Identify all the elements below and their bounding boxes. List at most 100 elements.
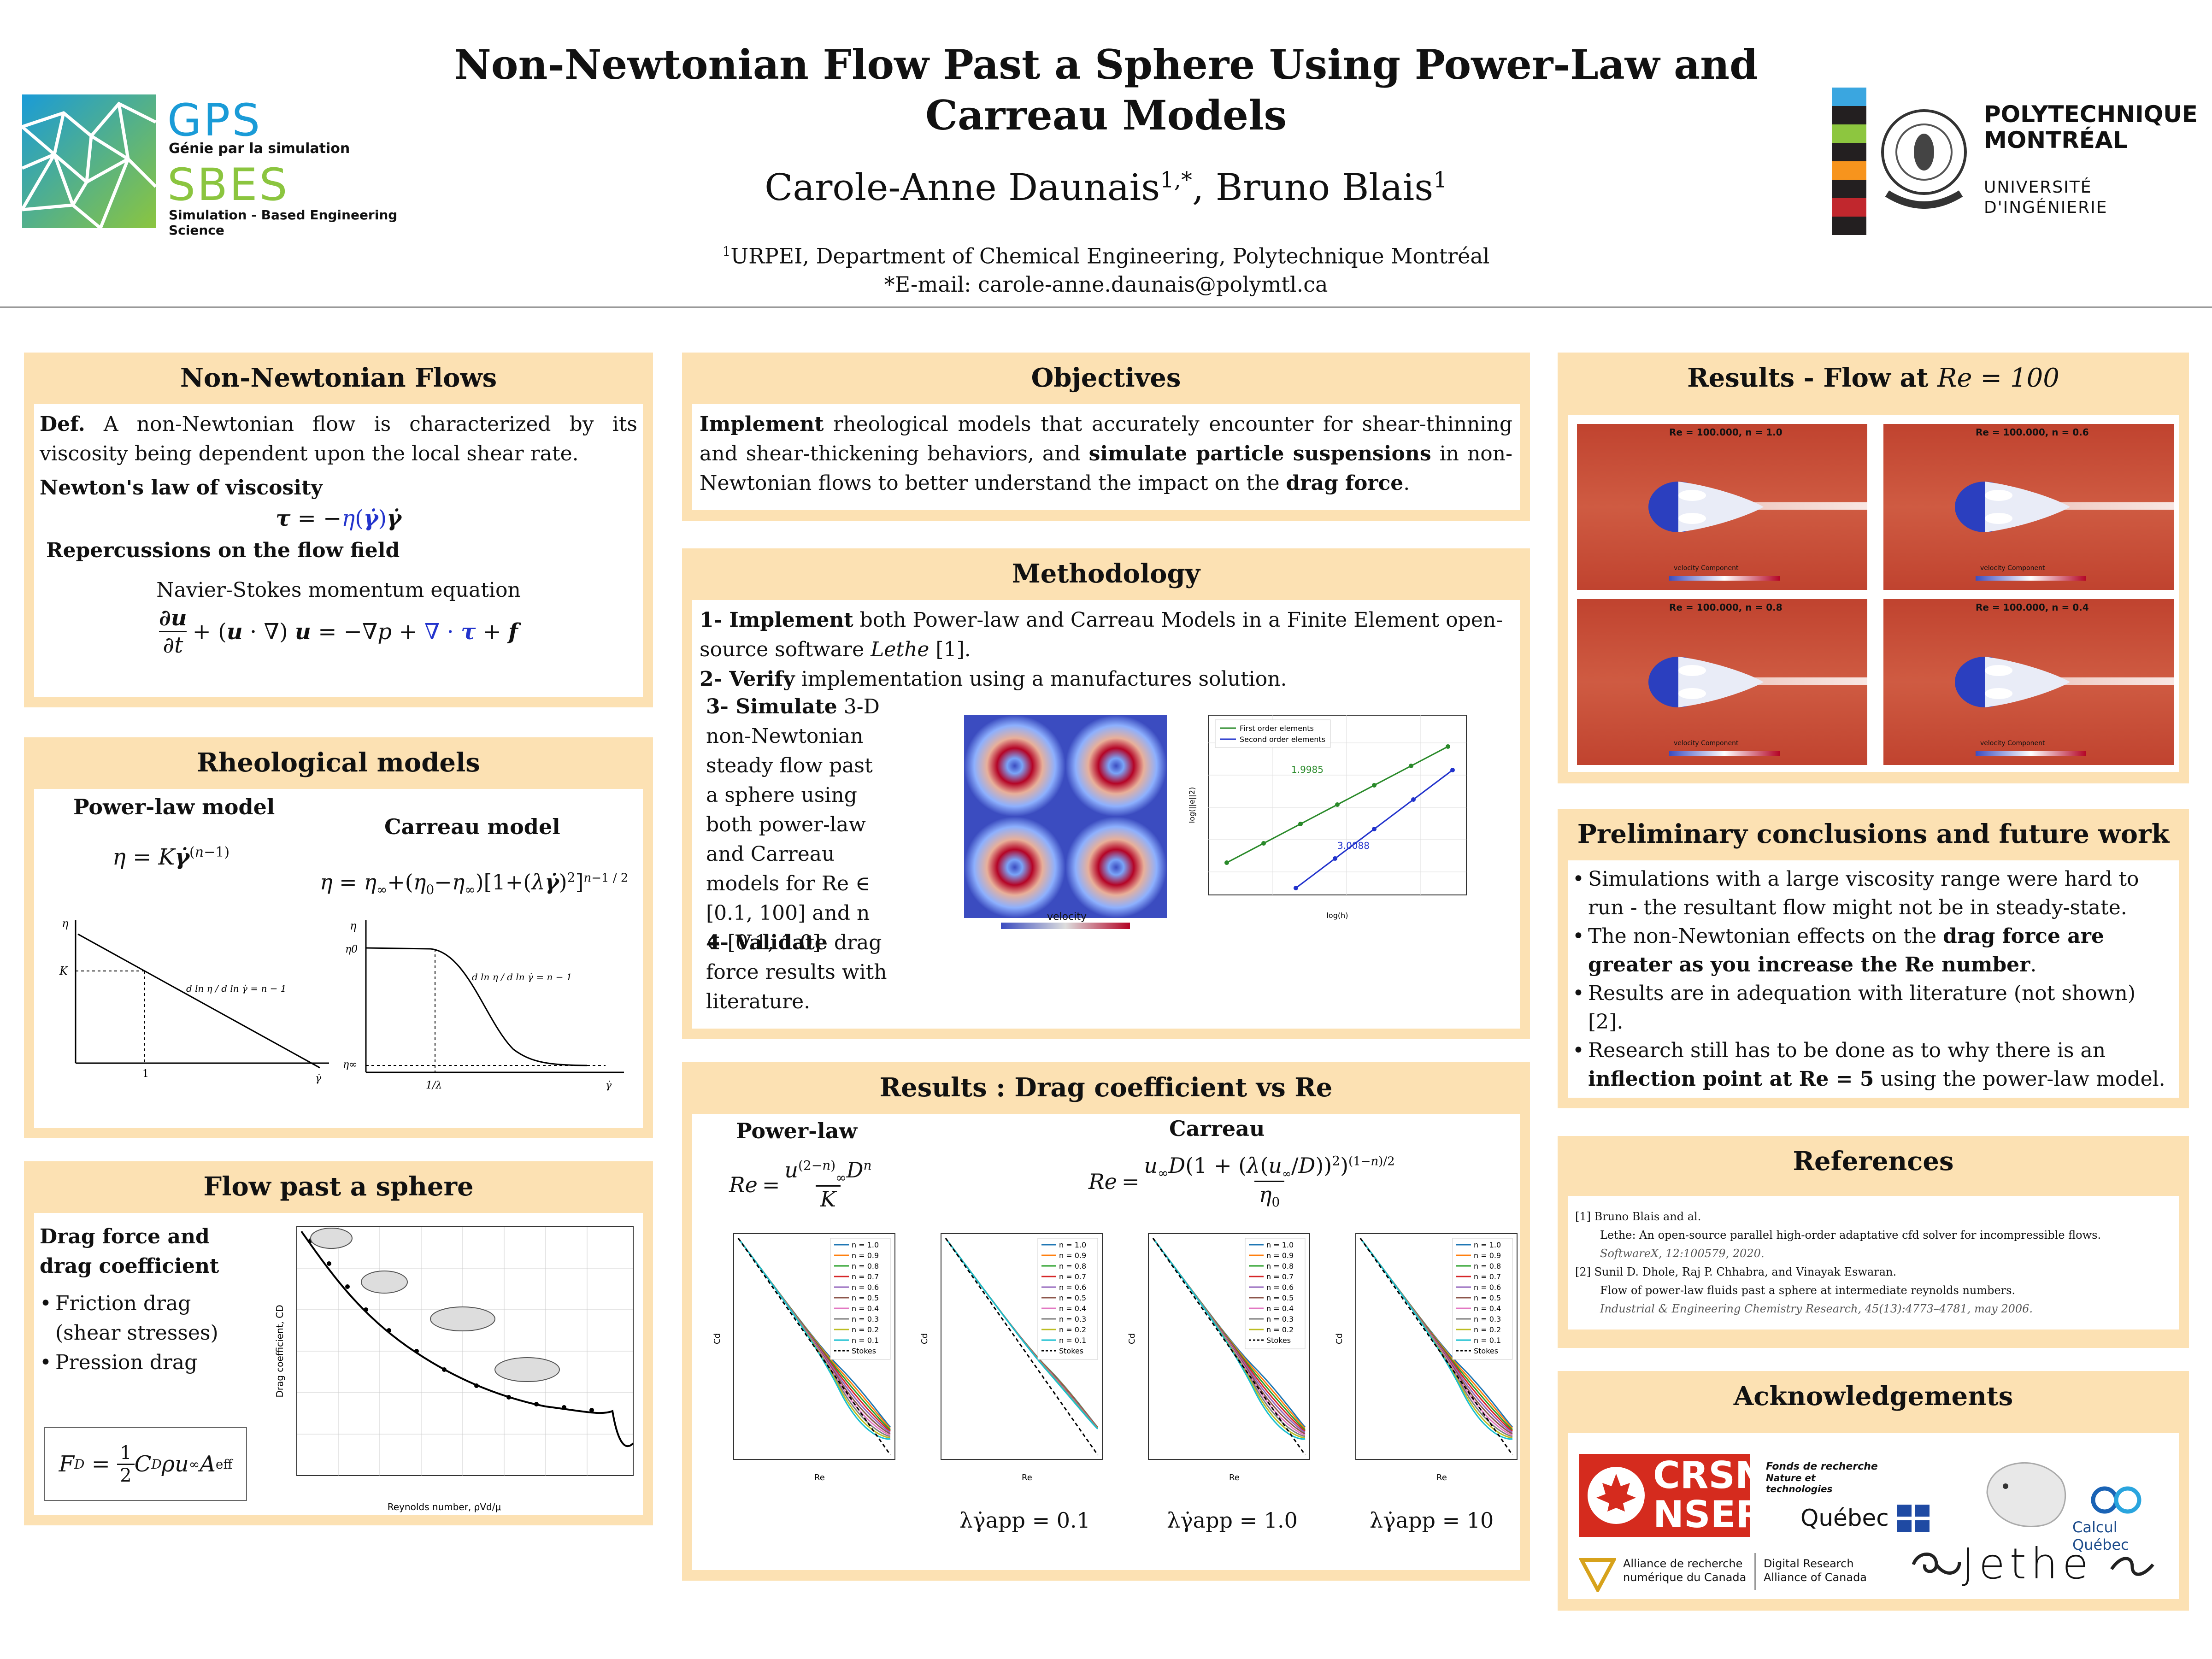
drag-chart-4: n = 1.0 n = 0.9 n = 0.8n = 0.7 n = 0.6 n = 0… [1335, 1233, 1518, 1483]
stokes-line [737, 1238, 891, 1455]
sphere-wake-shape [1955, 482, 2070, 532]
first-order-series-point [1446, 744, 1450, 749]
legend-label: n = 0.4 [1474, 1304, 1501, 1313]
panel-title: Preliminary conclusions and future work [1577, 819, 2170, 849]
panel-title: Acknowledgements [1733, 1381, 2013, 1412]
chart-ylabel: Drag coefficient, CD [274, 1305, 285, 1397]
plot2-slope-label: d ln η / d ln γ̇ = n − 1 [472, 971, 572, 982]
legend-label: n = 0.8 [1059, 1262, 1086, 1271]
y-axis-label: Cd [1127, 1333, 1137, 1344]
y-axis-label: Cd [920, 1333, 930, 1344]
navier-stokes-equation: ∂u ∂t + (u · ∇) u = −∇p + ∇ · τ + f [159, 605, 518, 658]
plot2-eta0-label: η0 [345, 944, 358, 955]
legend-label: n = 0.5 [1059, 1294, 1086, 1302]
stokes-line [1359, 1238, 1513, 1455]
legend-label: n = 0.2 [852, 1325, 879, 1334]
x-axis-label: Re [1022, 1473, 1032, 1483]
flow-image-label: Re = 100.000, n = 1.0 [1669, 427, 1783, 438]
first-order-series-point [1335, 802, 1340, 807]
re-carreau-equation: Re = u∞D(1 + (λ(u∞/D))2)(1−n)/2 η0 [1088, 1153, 1395, 1210]
legend-second-order: Second order elements [1240, 735, 1325, 744]
quebec-flag-icon [1897, 1505, 1930, 1532]
legend-label: n = 1.0 [1059, 1241, 1086, 1249]
panel-title: References [1793, 1146, 1954, 1177]
legend-label: Stokes [852, 1347, 876, 1355]
panel-references: References [1] Bruno Blais and al. Lethe… [1558, 1136, 2189, 1348]
panel-flow-sphere: Flow past a sphere Drag force and drag c… [24, 1161, 653, 1525]
x-axis-label: Re [1436, 1473, 1447, 1483]
plot1-x1-label: 1 [142, 1068, 149, 1080]
legend-label: n = 0.9 [1266, 1251, 1294, 1260]
panel-title: Results - Flow at Re = 100 [1687, 363, 2059, 393]
color-bar [1832, 88, 1866, 235]
beluga-icon [1986, 1462, 2066, 1527]
stokes-line [945, 1238, 1099, 1455]
legend-box [1037, 1238, 1098, 1360]
legend-label: n = 0.7 [1266, 1272, 1294, 1281]
legend-label: n = 0.6 [1059, 1283, 1086, 1292]
gps-mesh-icon [20, 94, 157, 229]
slope2-label: 3.0088 [1337, 840, 1370, 851]
legend-box [1452, 1238, 1513, 1360]
legend-label: n = 0.7 [1474, 1272, 1501, 1281]
legend-first-order: First order elements [1240, 724, 1314, 733]
panel-acknowledgements: Acknowledgements CRSNG NSERC Fonds de re… [1558, 1371, 2189, 1611]
flow-colorbar [1669, 576, 1780, 581]
plot1-ylabel: η [62, 917, 69, 930]
plot2-etainf-label: η∞ [343, 1059, 358, 1071]
legend-label: Stokes [1474, 1347, 1498, 1355]
nserc-logo: CRSNG NSERC [1579, 1454, 1796, 1537]
drag-coefficient-chart: Reynolds number, ρVd/μ Drag coefficient,… [274, 1226, 634, 1512]
first-order-series-point [1409, 764, 1413, 768]
plot1-xlabel: γ̇ [315, 1073, 322, 1084]
legend-box [830, 1238, 891, 1360]
sphere-bullets: Friction drag (shear stresses) Pression … [40, 1289, 261, 1377]
legend-label: n = 0.7 [852, 1272, 879, 1281]
y-axis-label: Cd [712, 1333, 722, 1344]
flow-colorbar [1976, 576, 2086, 581]
first-order-series-point [1261, 841, 1266, 846]
calcul-q-icon [2091, 1486, 2141, 1514]
x-axis-label: Re [814, 1473, 825, 1483]
legend-label: n = 0.3 [852, 1315, 879, 1324]
plot2-xlabel: γ̇ [606, 1080, 612, 1091]
alliance-logo: Alliance de recherche numérique du Canad… [1579, 1553, 1902, 1594]
legend-label: n = 0.9 [852, 1251, 879, 1260]
legend-label: n = 1.0 [1266, 1241, 1294, 1249]
gps-logo: GPS Génie par la simulation SBES Simulat… [20, 94, 409, 238]
drag-chart-3: n = 1.0 n = 0.9 n = 0.8n = 0.7 n = 0.6 n = 0… [1127, 1233, 1310, 1483]
legend-label: n = 0.5 [1474, 1294, 1501, 1302]
first-order-series-point [1224, 860, 1229, 865]
panel-title: Methodology [1012, 559, 1200, 589]
alliance-icon [1579, 1558, 1616, 1592]
panel-drag-results: Results : Drag coefficient vs Re Power-l… [682, 1062, 1530, 1581]
convergence-chart: First order elements Second order elemen… [1188, 715, 1467, 920]
colorbar-label: velocity Component [1980, 740, 2045, 747]
plot1-slope-label: d ln η / d ln γ̇ = n − 1 [186, 983, 287, 994]
legend-label: n = 0.6 [1474, 1283, 1501, 1292]
gps-subtext: Génie par la simulation [169, 141, 350, 157]
colorbar-label: velocity Component [1674, 565, 1739, 572]
sphere-wake-shape [1955, 657, 2070, 707]
second-order-series-point [1372, 827, 1377, 831]
velocity-colorbar [1001, 923, 1130, 929]
legend-label: n = 0.3 [1474, 1315, 1501, 1324]
plot2-ylabel: η [350, 919, 357, 932]
powerlaw-sketch: η K 1 γ̇ d ln η / d ln γ̇ = n − 1 [59, 917, 329, 1084]
legend-label: n = 0.2 [1059, 1325, 1086, 1334]
panel-title: Non-Newtonian Flows [180, 363, 497, 393]
second-order-series-point [1411, 797, 1416, 802]
legend-box [1245, 1238, 1306, 1349]
second-order-series-point [1294, 886, 1298, 890]
flow-image-label: Re = 100.000, n = 0.6 [1976, 427, 2089, 438]
panel-title: Flow past a sphere [203, 1171, 474, 1202]
caption-lambda-10: λγ̇app = 10 [1370, 1508, 1494, 1533]
x-axis-label: Re [1229, 1473, 1240, 1483]
poly-seal-icon [1881, 109, 1967, 209]
lethe-swirl-icon [1912, 1553, 1961, 1575]
flow-colorbar [1976, 751, 2086, 756]
conv-ylabel: log(||e||2) [1188, 787, 1196, 823]
lethe-wave-icon [2110, 1557, 2154, 1576]
sbes-text: SBES [167, 159, 289, 211]
